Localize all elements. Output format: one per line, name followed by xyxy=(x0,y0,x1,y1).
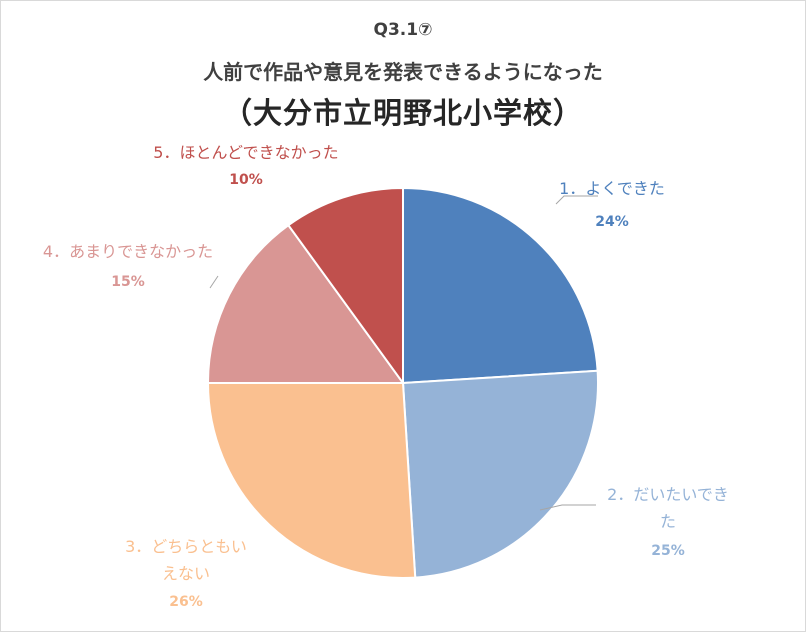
leader-line-2 xyxy=(539,504,596,511)
pie-slice-1 xyxy=(402,186,599,385)
slice-label-2-line-1: 2．だいたいでき xyxy=(607,485,729,504)
slice-percent-4: 15% xyxy=(111,274,145,290)
pie-slice-5 xyxy=(286,186,404,387)
slice-label-2-line-2: た xyxy=(660,512,676,531)
slice-label-3-line-1: 3．どちらともい xyxy=(125,537,247,556)
pie-slice-4 xyxy=(206,223,405,384)
chart-title: 人前で作品や意見を発表できるようになった xyxy=(203,60,603,84)
slice-percent-3: 26% xyxy=(169,594,203,610)
slice-label-5: 5．ほとんどできなかった xyxy=(153,143,338,162)
pie-slice-2 xyxy=(401,369,600,579)
slice-percent-5: 10% xyxy=(229,172,263,188)
slice-label-3-line-2: えない xyxy=(162,564,210,583)
chart-subtitle-school: （大分市立明野北小学校） xyxy=(222,96,583,130)
slice-percent-1: 24% xyxy=(595,214,629,230)
leader-line-1 xyxy=(555,195,598,205)
slice-label-1: 1．よくできた xyxy=(559,179,665,198)
leader-line-4 xyxy=(209,275,219,289)
slice-percent-2: 25% xyxy=(651,543,685,559)
pie-slice-3 xyxy=(206,382,417,580)
chart-title-code: Q3.1⑦ xyxy=(373,20,433,40)
slice-label-4: 4．あまりできなかった xyxy=(43,242,213,261)
